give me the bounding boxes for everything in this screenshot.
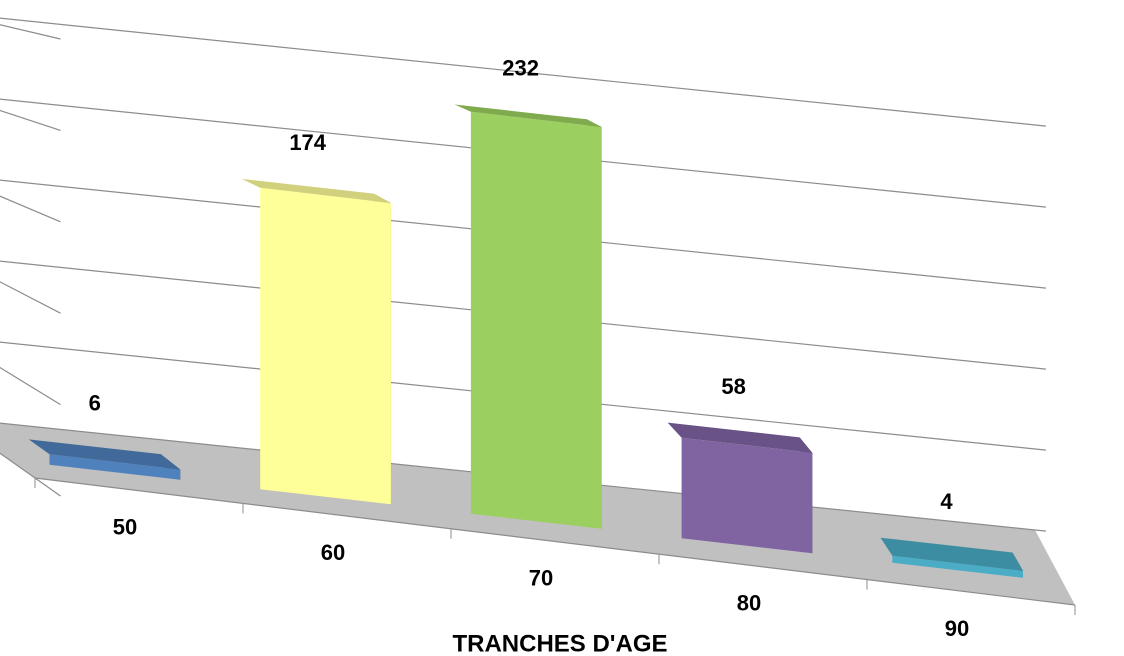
- data-label: 58: [721, 374, 745, 399]
- grid-line: [0, 260, 1046, 370]
- x-tick-label: 70: [529, 565, 553, 590]
- data-label: 232: [502, 56, 539, 81]
- x-tick-label: 80: [737, 591, 761, 616]
- bar-face: [470, 111, 602, 529]
- data-label: 4: [940, 489, 953, 514]
- data-label: 6: [89, 391, 101, 416]
- bar-face: [241, 178, 391, 203]
- bar: [880, 537, 1023, 578]
- grid-line: [0, 98, 1046, 208]
- bar: [454, 104, 602, 529]
- bar-face: [681, 437, 813, 554]
- bar-face: [454, 104, 602, 127]
- bar-face: [28, 439, 181, 470]
- bar-face: [260, 187, 391, 505]
- bar-face: [892, 555, 1023, 578]
- bar-face: [880, 537, 1023, 571]
- x-axis-title: TRANCHES D'AGE: [452, 630, 667, 656]
- bar-face: [49, 454, 181, 480]
- x-tick-label: 50: [113, 515, 137, 540]
- bar-face: [667, 422, 813, 453]
- x-tick-label: 60: [321, 540, 345, 565]
- bar: [667, 422, 813, 554]
- data-label: 174: [289, 130, 326, 155]
- grid-line: [0, 341, 1046, 451]
- grid-line: [0, 17, 1046, 127]
- grid-line: [0, 422, 1046, 532]
- x-axis-line: [34, 477, 1076, 606]
- bar: [241, 178, 391, 505]
- grid-line: [0, 179, 1046, 289]
- x-tick-label: 90: [945, 616, 969, 641]
- bar: [28, 439, 181, 480]
